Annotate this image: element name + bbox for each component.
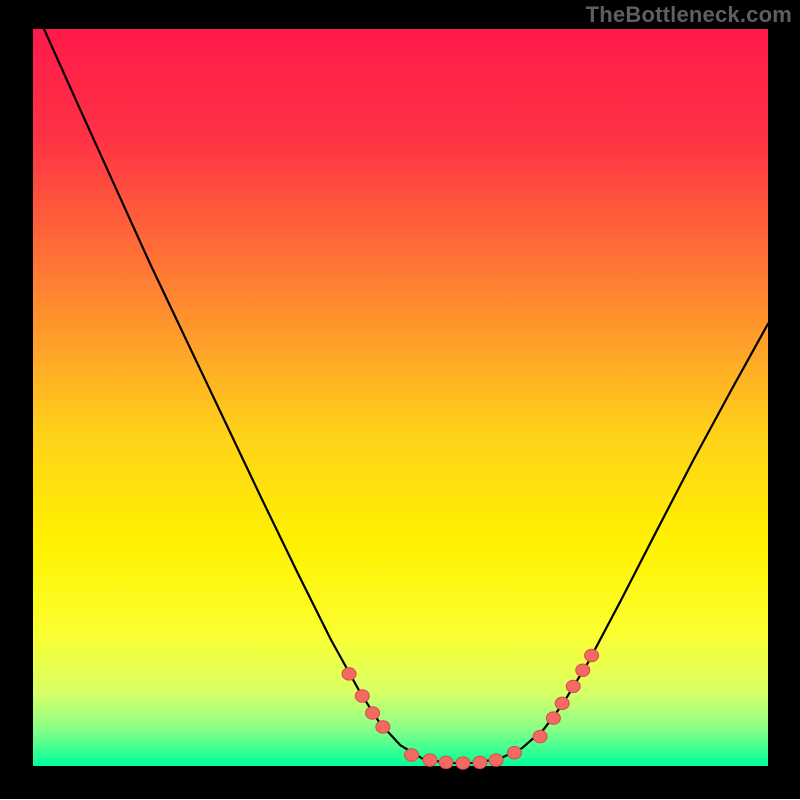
marker-point (342, 668, 356, 680)
marker-point (546, 712, 560, 724)
chart-svg (0, 0, 800, 800)
marker-point (439, 756, 453, 768)
chart-background (33, 29, 768, 766)
marker-point (585, 649, 599, 661)
marker-point (533, 730, 547, 742)
marker-point (489, 754, 503, 766)
marker-point (576, 664, 590, 676)
watermark-text: TheBottleneck.com (586, 2, 792, 28)
marker-point (376, 721, 390, 733)
marker-point (507, 747, 521, 759)
marker-point (405, 749, 419, 761)
plot-container (0, 0, 800, 800)
marker-point (473, 756, 487, 768)
marker-point (555, 697, 569, 709)
marker-point (355, 690, 369, 702)
marker-point (366, 707, 380, 719)
marker-point (456, 757, 470, 769)
root: TheBottleneck.com (0, 0, 800, 800)
marker-point (566, 680, 580, 692)
marker-point (423, 754, 437, 766)
